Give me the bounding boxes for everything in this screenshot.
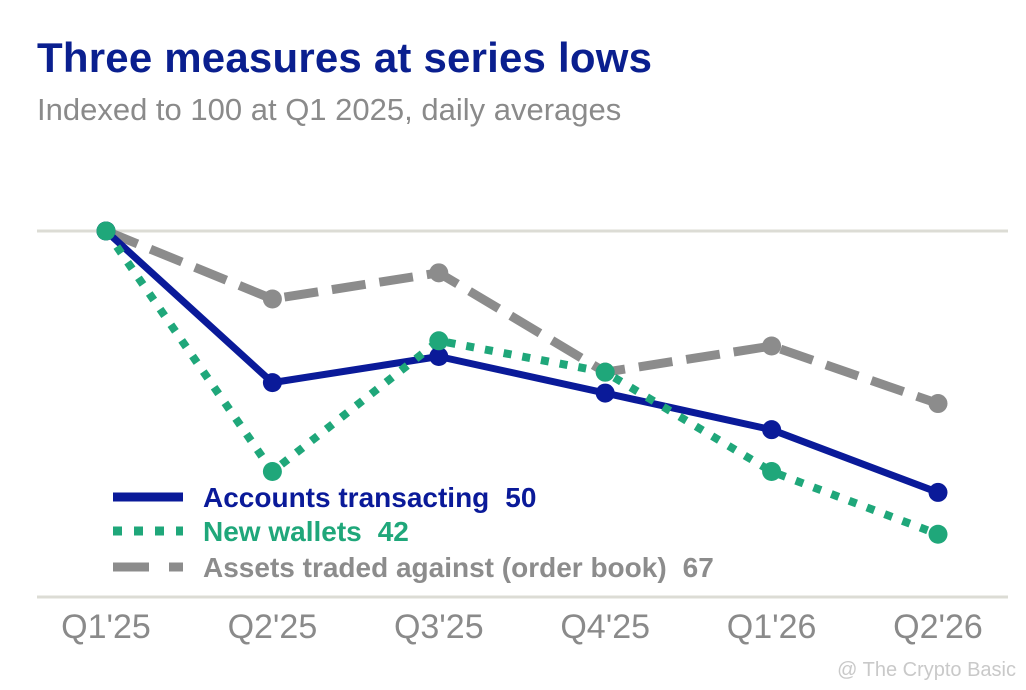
series-2-point: [96, 221, 116, 241]
series-line-2: [102, 228, 940, 538]
legend-label-1: Accounts transacting 50: [203, 482, 536, 513]
series-layer: [96, 221, 948, 544]
legend-series-name: Accounts transacting: [203, 482, 489, 513]
series-2-point: [262, 462, 282, 482]
legend-end-value: 67: [683, 552, 714, 583]
series-1-point: [429, 346, 449, 366]
legend-label-3: Assets traded against (order book) 67: [203, 552, 714, 583]
x-tick-label: Q3'25: [394, 608, 484, 646]
legend-label-2: New wallets 42: [203, 516, 409, 547]
series-2-point: [928, 524, 948, 544]
legend-end-value: 50: [505, 482, 536, 513]
series-3-point: [928, 394, 948, 414]
series-1-point: [595, 383, 615, 403]
series-3-point: [762, 336, 782, 356]
legend-end-value: 42: [378, 516, 409, 547]
series-2-point: [762, 462, 782, 482]
series-1-point: [762, 420, 782, 440]
series-3-point: [429, 263, 449, 283]
x-tick-label: Q2'25: [228, 608, 318, 646]
series-1-point: [928, 482, 948, 502]
x-tick-label: Q4'25: [560, 608, 650, 646]
watermark-text: @ The Crypto Basic: [837, 659, 1016, 681]
legend-series-name: New wallets: [203, 516, 362, 547]
x-tick-label: Q1'25: [61, 608, 151, 646]
x-tick-label: Q1'26: [727, 608, 817, 646]
series-2-point: [429, 331, 449, 351]
series-2-point: [595, 362, 615, 382]
series-3-point: [262, 289, 282, 309]
legend: Accounts transacting 50 New wallets 42 Asset…: [113, 482, 714, 583]
series-line-3: [104, 226, 940, 408]
x-tick-label: Q2'26: [893, 608, 983, 646]
chart-subtitle: Indexed to 100 at Q1 2025, daily average…: [37, 92, 622, 127]
legend-series-name: Assets traded against (order book): [203, 552, 667, 583]
chart-title: Three measures at series lows: [37, 34, 653, 81]
series-line-1: [102, 227, 942, 496]
series-1-point: [262, 373, 282, 393]
x-axis: Q1'25 Q2'25 Q3'25 Q4'25 Q1'26 Q2'26: [61, 608, 983, 646]
